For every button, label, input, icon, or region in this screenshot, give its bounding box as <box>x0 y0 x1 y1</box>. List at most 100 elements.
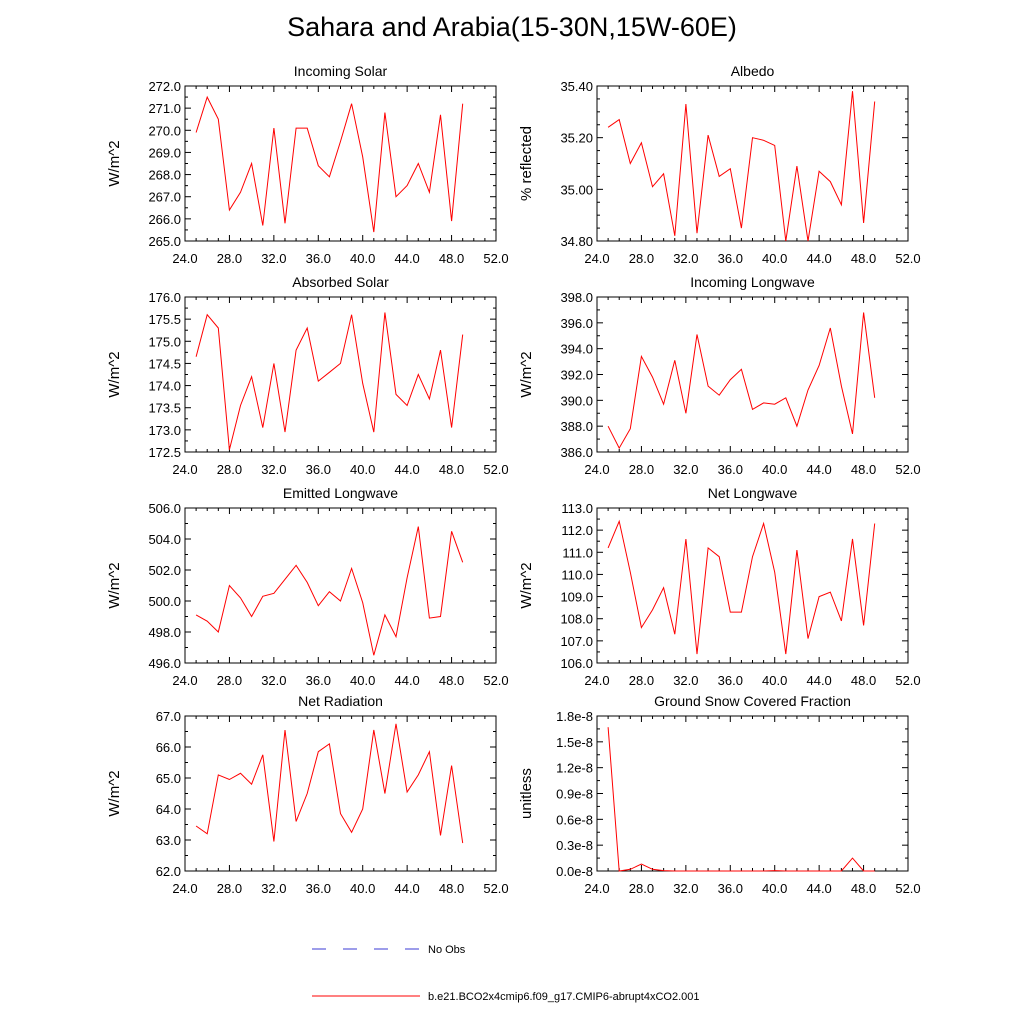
panel-net-longwave: Net Longwave W/m^2 24.0 28.0 32.0 36.0 40.0 44.… <box>518 485 921 688</box>
series-line-model <box>607 519 876 655</box>
y-tick-label: 35.00 <box>560 182 593 197</box>
x-tick-label: 44.0 <box>806 673 831 688</box>
x-tick-label: 40.0 <box>350 462 375 477</box>
panel-title: Incoming Longwave <box>690 274 815 290</box>
y-tick-label: 64.0 <box>156 802 181 817</box>
y-tick-label: 270.0 <box>148 123 181 138</box>
x-tick-label: 28.0 <box>217 881 242 896</box>
x-tick-label: 44.0 <box>394 881 419 896</box>
y-tick-label: 173.0 <box>148 423 181 438</box>
x-tick-label: 24.0 <box>172 251 197 266</box>
x-tick-label: 32.0 <box>261 462 286 477</box>
x-tick-label: 32.0 <box>673 251 698 266</box>
y-tick-label: 113.0 <box>561 501 593 516</box>
panel-title: Albedo <box>731 63 775 79</box>
x-tick-label: 32.0 <box>673 462 698 477</box>
y-tick-label: 398.0 <box>560 290 593 305</box>
legend-model-label: b.e21.BCO2x4cmip6.f09_g17.CMIP6-abrupt4x… <box>428 991 700 1003</box>
y-tick-label: 390.0 <box>560 393 593 408</box>
x-tick-label: 32.0 <box>261 881 286 896</box>
x-tick-label: 36.0 <box>306 881 331 896</box>
x-tick-label: 40.0 <box>762 881 787 896</box>
x-tick-label: 28.0 <box>217 251 242 266</box>
y-tick-label: 394.0 <box>560 342 593 357</box>
y-tick-label: 269.0 <box>148 145 181 160</box>
y-tick-label: 267.0 <box>148 190 181 205</box>
x-tick-label: 28.0 <box>629 462 654 477</box>
x-tick-label: 48.0 <box>439 251 464 266</box>
x-tick-label: 44.0 <box>394 462 419 477</box>
y-tick-label: 172.5 <box>148 445 181 460</box>
y-tick-label: 1.5e-8 <box>556 735 593 750</box>
x-tick-label: 36.0 <box>306 673 331 688</box>
y-tick-label: 502.0 <box>148 563 181 578</box>
x-tick-label: 36.0 <box>718 462 743 477</box>
y-tick-label: 67.0 <box>156 709 181 724</box>
x-tick-label: 32.0 <box>673 673 698 688</box>
y-axis-label: W/m^2 <box>106 562 123 608</box>
y-tick-label: 392.0 <box>560 368 593 383</box>
x-tick-label: 24.0 <box>172 462 197 477</box>
y-tick-label: 272.0 <box>148 79 181 94</box>
y-tick-label: 35.40 <box>560 79 593 94</box>
plot-frame <box>596 507 909 664</box>
y-tick-label: 386.0 <box>560 445 593 460</box>
panel-albedo: Albedo % reflected 24.0 28.0 32.0 36.0 40.0 44.… <box>518 63 921 266</box>
x-tick-label: 24.0 <box>172 673 197 688</box>
series-line-model <box>607 91 876 242</box>
x-tick-label: 52.0 <box>483 881 508 896</box>
panel-incoming-solar: Incoming Solar W/m^2 24.0 28.0 32.0 36.0 40.0 4… <box>106 63 509 266</box>
x-tick-label: 40.0 <box>762 673 787 688</box>
x-tick-label: 52.0 <box>483 673 508 688</box>
x-tick-label: 28.0 <box>629 673 654 688</box>
x-tick-label: 32.0 <box>261 251 286 266</box>
panel-title: Net Radiation <box>298 693 383 709</box>
x-tick-label: 52.0 <box>895 251 920 266</box>
x-tick-label: 28.0 <box>217 673 242 688</box>
x-tick-label: 52.0 <box>483 462 508 477</box>
x-tick-label: 28.0 <box>629 881 654 896</box>
y-tick-label: 109.0 <box>560 590 593 605</box>
x-tick-label: 28.0 <box>629 251 654 266</box>
x-tick-label: 36.0 <box>718 673 743 688</box>
panel-emitted-longwave: Emitted Longwave W/m^2 24.0 28.0 32.0 36.0 40.… <box>106 485 509 688</box>
panel-title: Absorbed Solar <box>292 274 389 290</box>
series-line-model <box>195 312 464 450</box>
y-tick-label: 496.0 <box>148 656 181 671</box>
plot-frame <box>184 507 497 664</box>
series-line-model <box>607 312 876 450</box>
y-tick-label: 504.0 <box>148 532 181 547</box>
plot-frame <box>596 715 909 872</box>
plot-frame <box>184 85 497 242</box>
y-tick-label: 0.6e-8 <box>556 812 593 827</box>
y-tick-label: 265.0 <box>148 234 181 249</box>
x-tick-label: 44.0 <box>394 673 419 688</box>
y-tick-label: 0.3e-8 <box>556 838 593 853</box>
panel-ground-snow-covered-fraction: Ground Snow Covered Fraction unitless 24.0… <box>518 693 921 896</box>
y-tick-label: 506.0 <box>148 501 181 516</box>
x-tick-label: 28.0 <box>217 462 242 477</box>
x-tick-label: 40.0 <box>762 462 787 477</box>
x-tick-label: 52.0 <box>483 251 508 266</box>
y-tick-label: 62.0 <box>156 864 181 879</box>
y-tick-label: 175.5 <box>148 312 181 327</box>
x-tick-label: 40.0 <box>762 251 787 266</box>
series-line-model <box>195 95 464 233</box>
x-tick-label: 24.0 <box>584 673 609 688</box>
x-tick-label: 48.0 <box>851 462 876 477</box>
y-tick-label: 500.0 <box>148 594 181 609</box>
series-line-model <box>195 723 464 844</box>
y-tick-label: 1.2e-8 <box>556 761 593 776</box>
x-tick-label: 36.0 <box>718 881 743 896</box>
y-tick-label: 35.20 <box>560 131 593 146</box>
y-tick-label: 112.0 <box>561 523 593 538</box>
panel-absorbed-solar: Absorbed Solar W/m^2 24.0 28.0 32.0 36.0 40.0 4… <box>106 274 509 477</box>
y-tick-label: 110.0 <box>561 567 593 582</box>
x-tick-label: 36.0 <box>718 251 743 266</box>
x-tick-label: 52.0 <box>895 462 920 477</box>
x-tick-label: 44.0 <box>806 881 831 896</box>
series-line-model <box>607 727 875 872</box>
x-tick-label: 32.0 <box>673 881 698 896</box>
x-tick-label: 48.0 <box>439 462 464 477</box>
